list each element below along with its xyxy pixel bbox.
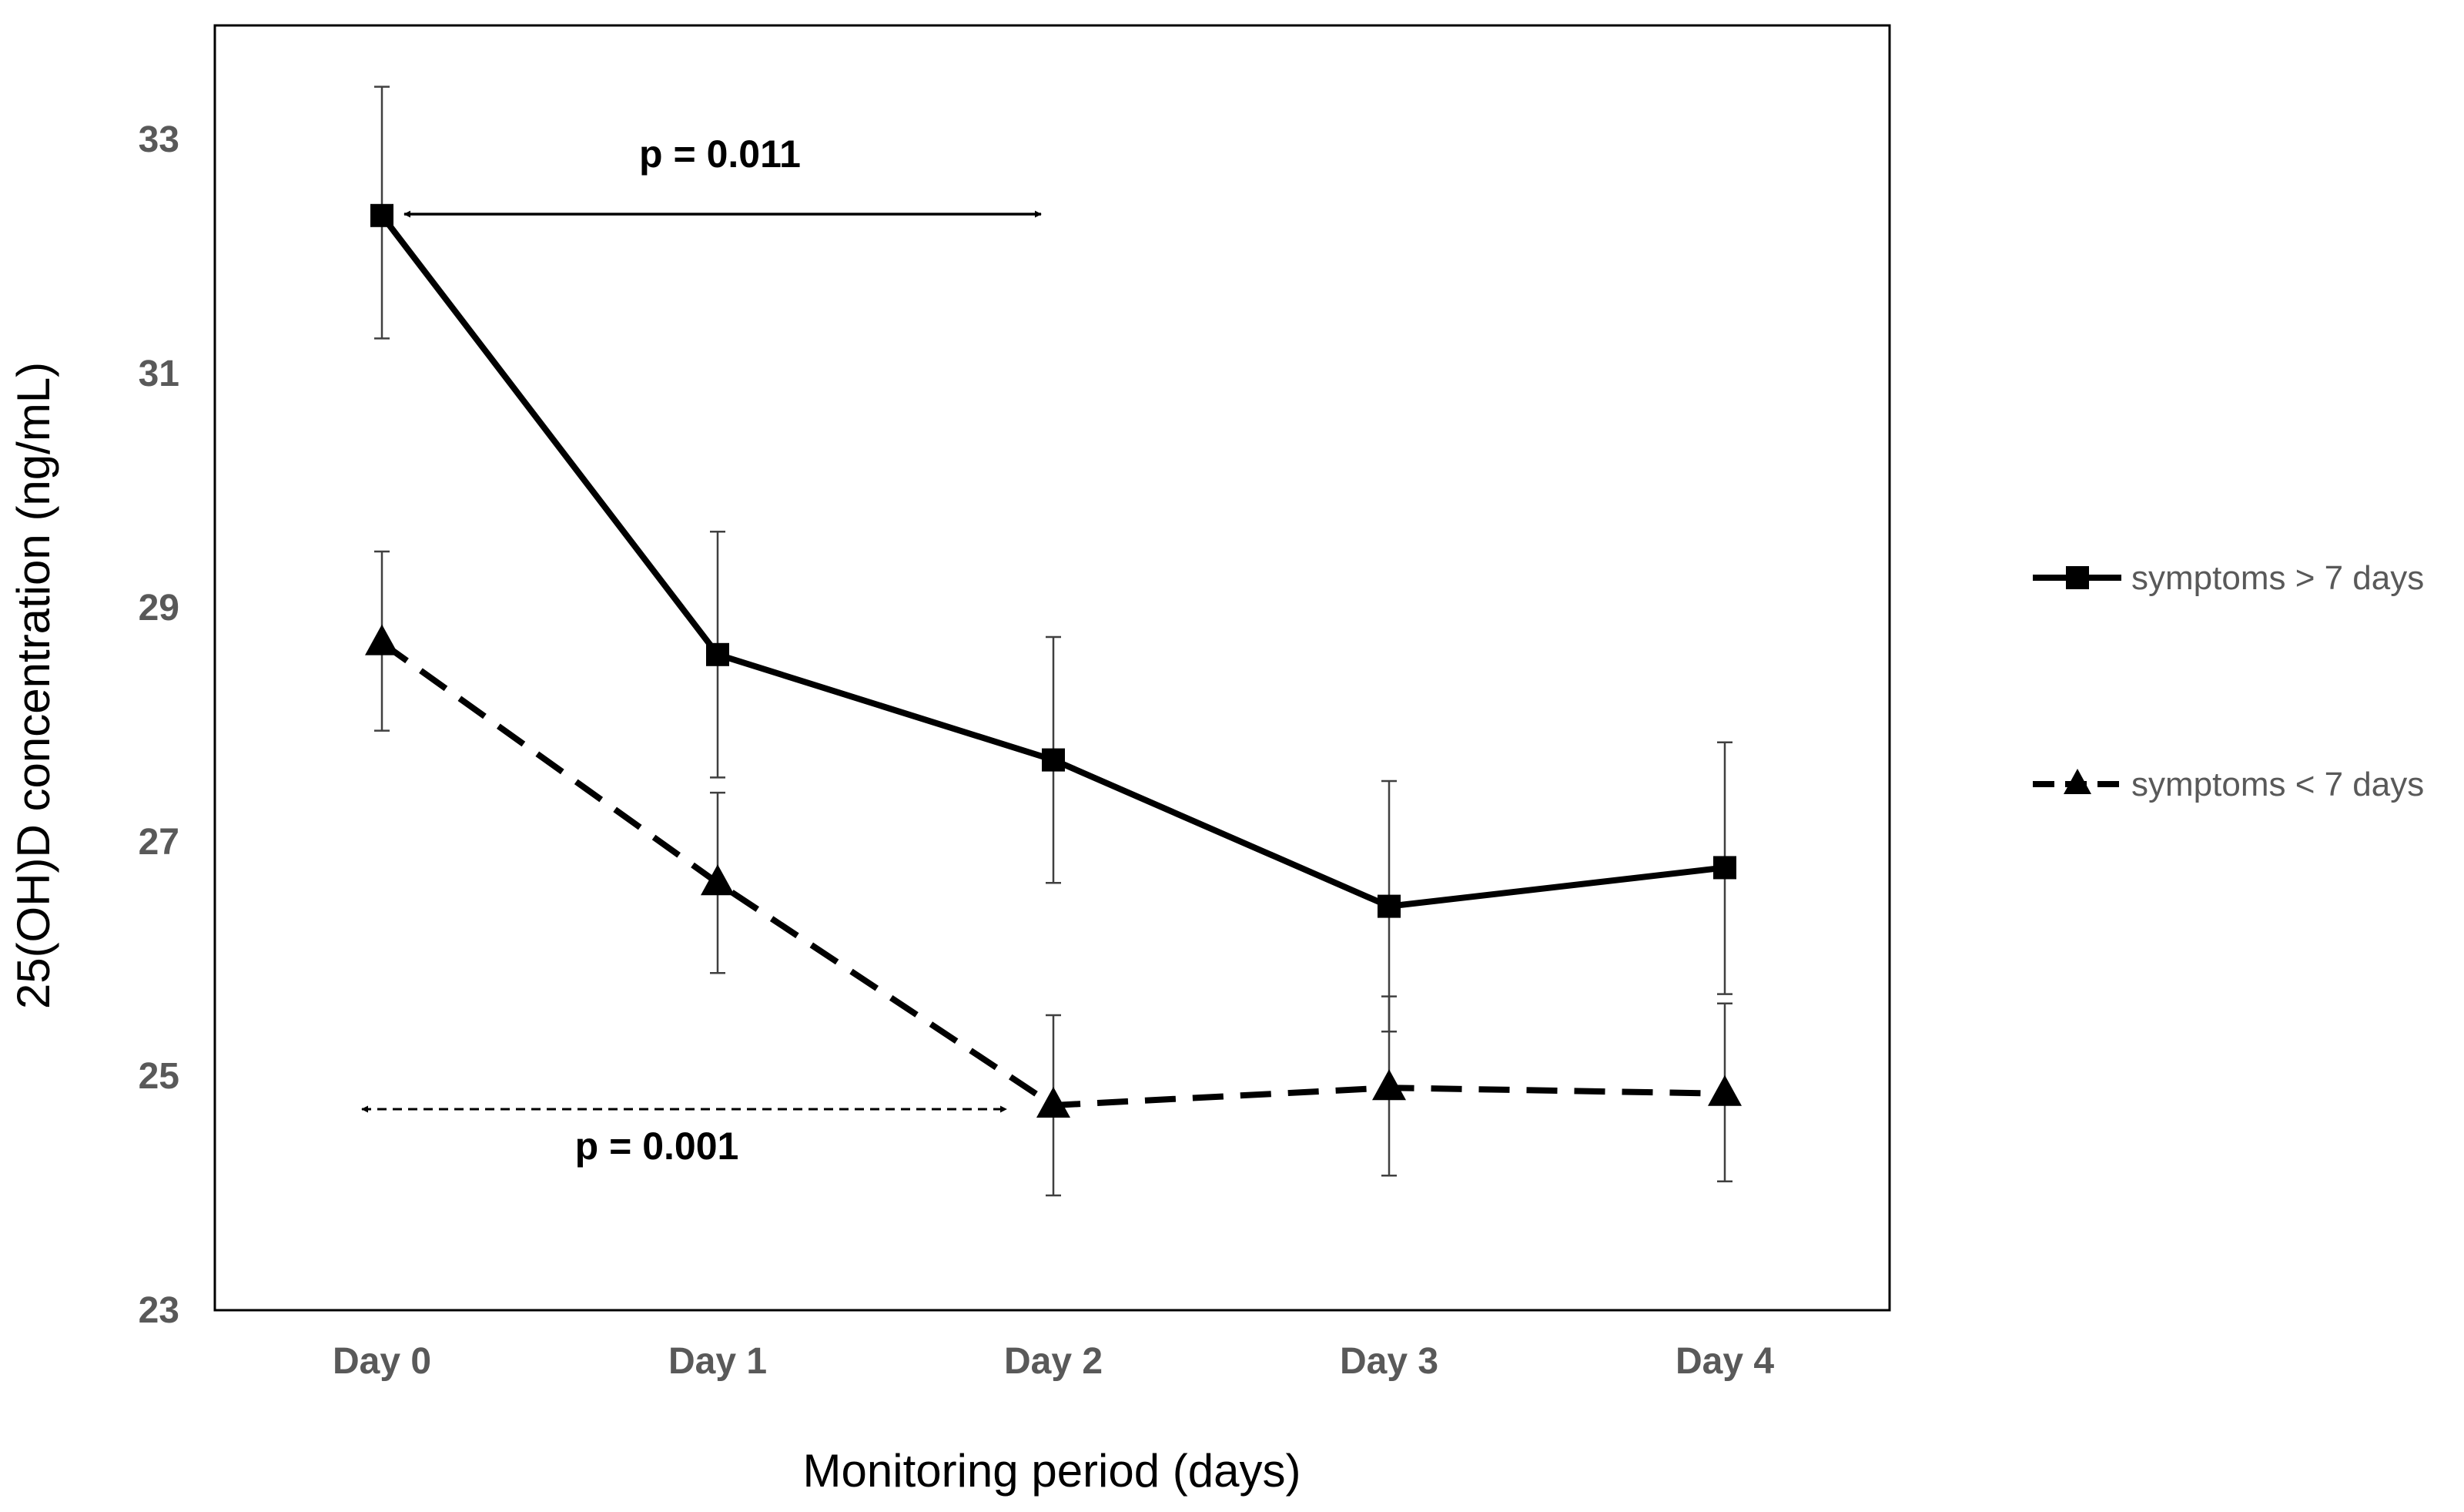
legend-item: symptoms < 7 days — [2033, 766, 2424, 803]
data-point — [365, 624, 399, 655]
p-value-annotation: p = 0.011 — [403, 132, 1042, 218]
legend-label: symptoms > 7 days — [2131, 559, 2424, 597]
series-2 — [365, 550, 1742, 1197]
y-tick-label: 27 — [139, 822, 179, 863]
data-point — [706, 642, 729, 666]
x-tick-label: Day 2 — [1004, 1341, 1103, 1382]
x-tick-label: Day 0 — [333, 1341, 431, 1382]
legend-marker — [2064, 769, 2091, 794]
legend-label: symptoms < 7 days — [2131, 766, 2424, 803]
data-point — [1372, 1069, 1406, 1101]
legend-item: symptoms > 7 days — [2033, 559, 2424, 597]
data-point — [1042, 748, 1065, 772]
y-tick-label: 23 — [139, 1290, 179, 1331]
legend: symptoms > 7 days symptoms < 7 days — [2033, 559, 2424, 803]
y-tick-label: 25 — [139, 1056, 179, 1097]
p-value-label: p = 0.011 — [639, 132, 801, 176]
y-tick-label: 33 — [139, 119, 179, 160]
x-tick-label: Day 1 — [668, 1341, 767, 1382]
data-point — [370, 203, 393, 227]
data-point — [1036, 1087, 1070, 1118]
y-axis-title: 25(OH)D concentration (ng/mL) — [8, 362, 59, 1009]
y-tick-label: 31 — [139, 354, 179, 394]
p-value-label: p = 0.001 — [575, 1125, 739, 1168]
y-tick-label: 29 — [139, 588, 179, 629]
series-layer — [365, 85, 1742, 1197]
series-1 — [370, 85, 1736, 1033]
x-tick-label: Day 3 — [1340, 1341, 1438, 1382]
data-point — [701, 864, 735, 896]
p-value-annotation: p = 0.001 — [361, 1105, 1007, 1168]
x-tick-label: Day 4 — [1676, 1341, 1774, 1382]
y-axis: 23 25 27 29 31 33 — [139, 119, 179, 1331]
data-point — [1708, 1074, 1742, 1106]
data-point — [1713, 856, 1736, 880]
plot-area — [213, 24, 1891, 1312]
x-axis-title: Monitoring period (days) — [803, 1445, 1301, 1497]
annotations: p = 0.011 p = 0.001 — [361, 132, 1042, 1168]
data-point — [1378, 894, 1401, 918]
x-axis: Day 0 Day 1 Day 2 Day 3 Day 4 — [333, 1341, 1774, 1382]
legend-marker — [2066, 566, 2089, 589]
